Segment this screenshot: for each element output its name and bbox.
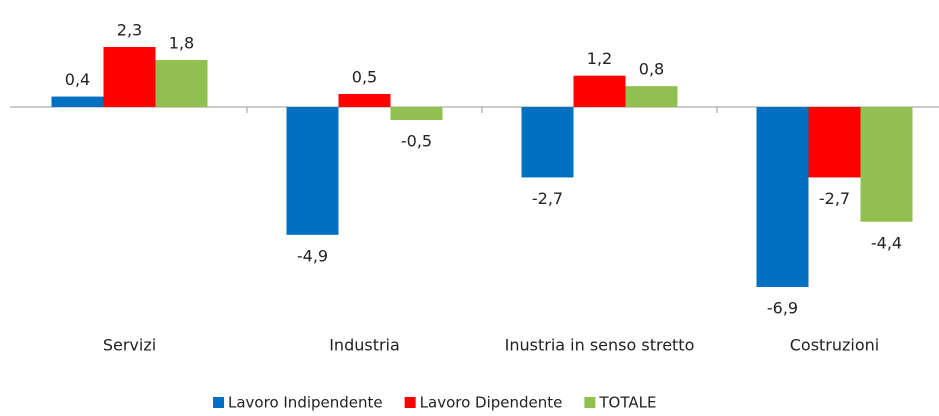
bar <box>390 107 443 121</box>
data-label: 2,3 <box>117 21 142 40</box>
legend-swatch <box>213 397 224 408</box>
bar <box>756 107 809 287</box>
bar <box>808 107 861 178</box>
legend-label: Lavoro Dipendente <box>420 394 563 412</box>
bar <box>155 60 208 107</box>
data-label: 1,2 <box>587 49 612 68</box>
bar <box>286 107 339 235</box>
bar <box>860 107 913 222</box>
legend-label: Lavoro Indipendente <box>228 394 383 412</box>
bar <box>573 75 626 107</box>
legend-swatch <box>584 397 596 408</box>
legend-item: Lavoro Indipendente <box>213 394 383 412</box>
data-label: -0,5 <box>401 132 432 151</box>
bar <box>521 107 574 178</box>
bar <box>625 86 678 107</box>
bar <box>338 93 391 107</box>
data-label: 0,8 <box>639 60 664 79</box>
data-label: -6,9 <box>767 299 798 318</box>
data-label: -4,9 <box>297 246 328 265</box>
bar <box>103 47 156 107</box>
x-tick-label: Industria <box>329 336 400 355</box>
legend-item: TOTALE <box>584 394 656 412</box>
x-tick-label: Costruzioni <box>790 336 880 355</box>
data-label: -4,4 <box>871 233 902 252</box>
data-label: 0,5 <box>352 67 377 86</box>
x-tick-label: Inustria in senso stretto <box>505 336 695 355</box>
bar <box>51 96 104 107</box>
legend-swatch <box>404 397 416 408</box>
data-label: -2,7 <box>819 189 850 208</box>
legend-label: TOTALE <box>598 394 656 412</box>
legend-item: Lavoro Dipendente <box>404 394 563 412</box>
data-label: 1,8 <box>169 34 194 53</box>
x-tick-label: Servizi <box>103 336 156 355</box>
data-label: 0,4 <box>65 70 90 89</box>
data-label: -2,7 <box>532 189 563 208</box>
